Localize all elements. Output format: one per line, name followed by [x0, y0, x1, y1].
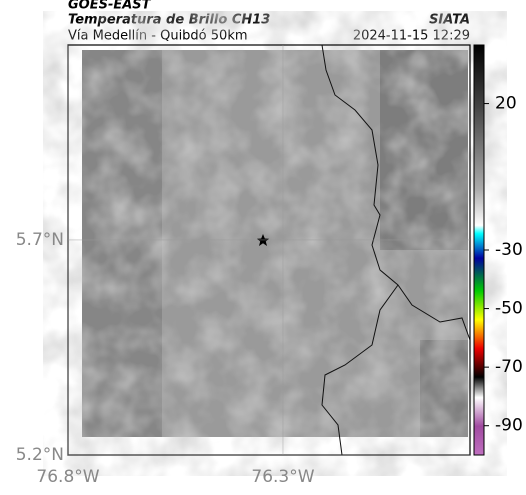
- subtitle: Temperatura de Brillo CH13: [68, 13, 270, 28]
- colorbar-tick-label: -30: [495, 240, 523, 260]
- lat-tick-label: 5.2°N: [16, 445, 64, 465]
- raster: [82, 50, 468, 437]
- border-line: [321, 44, 471, 456]
- timestamp: 2024-11-15 12:29: [353, 29, 470, 44]
- source: SIATA: [429, 13, 470, 28]
- colorbar: [473, 44, 485, 456]
- colorbar-tick-label: -70: [495, 357, 523, 377]
- region: Vía Medellín - Quibdó 50km: [68, 29, 248, 44]
- title: GOES-EAST: [68, 0, 152, 13]
- lon-tick-label: 76.3°W: [251, 467, 314, 487]
- lat-tick-label: 5.7°N: [16, 230, 64, 250]
- colorbar-tick-label: -90: [495, 416, 523, 436]
- colorbar-tick-label: 20: [495, 94, 517, 114]
- lon-tick-label: 76.8°W: [36, 467, 99, 487]
- colorbar-tick-label: -50: [495, 299, 523, 319]
